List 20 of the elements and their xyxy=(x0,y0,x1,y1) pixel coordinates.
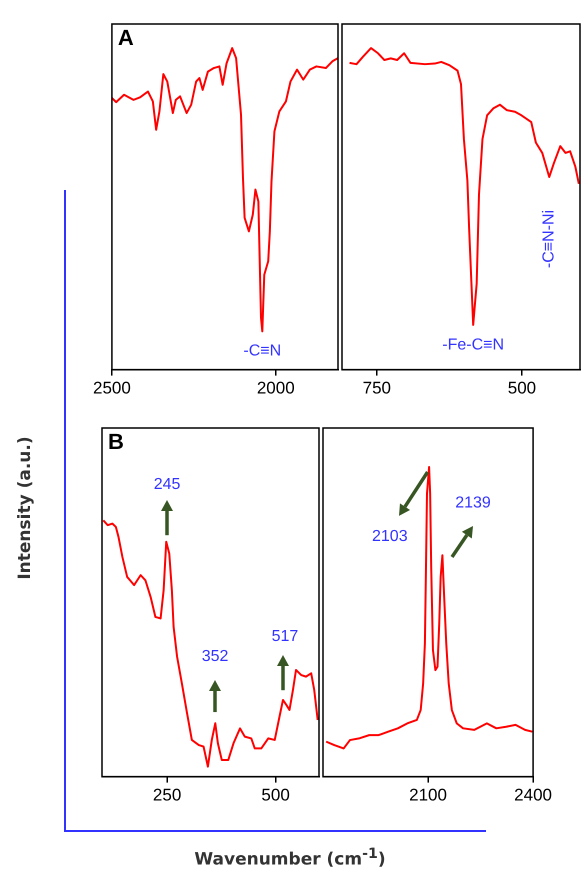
annotation: -Fe-C≡N xyxy=(442,336,504,354)
x-tick-label: 2400 xyxy=(514,785,552,804)
text: 245 xyxy=(154,476,181,494)
annotation: 2103 xyxy=(372,528,408,546)
annotation: -C≡N-Ni xyxy=(540,210,558,268)
y-axis-title: Intensity (a.u.) xyxy=(15,435,35,582)
chart-title: A xyxy=(118,25,134,50)
x-tick-label: 250 xyxy=(152,785,182,804)
annotation: 2139 xyxy=(455,494,491,512)
x-tick-label: 500 xyxy=(508,378,536,398)
chart-title: B xyxy=(108,429,124,454)
x-tick-label: 750 xyxy=(362,378,392,398)
x-tick-label: 2500 xyxy=(92,378,131,398)
x-tick-label: 2100 xyxy=(409,785,447,804)
x-tick-label: 2000 xyxy=(256,378,295,398)
annotation: 352 xyxy=(202,648,228,666)
x-tick-label: 500 xyxy=(261,785,290,804)
annotation: -C≡N xyxy=(243,342,282,360)
x-axis-title: Wavenumber (cm$^{-1}$) xyxy=(193,846,387,870)
annotation: 517 xyxy=(272,628,298,646)
